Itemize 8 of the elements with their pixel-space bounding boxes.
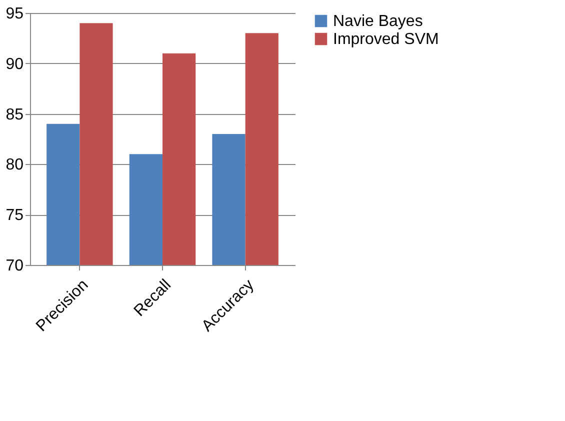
- y-tick-label: 80: [6, 156, 24, 174]
- y-tick-label: 95: [6, 6, 24, 22]
- legend-label: Improved SVM: [333, 31, 439, 48]
- y-tick-label: 90: [6, 56, 24, 73]
- y-tick-label: 85: [6, 106, 24, 124]
- legend-label: Navie Bayes: [333, 13, 423, 30]
- y-tick-label: 75: [6, 207, 24, 224]
- y-tick-label: 70: [6, 258, 24, 274]
